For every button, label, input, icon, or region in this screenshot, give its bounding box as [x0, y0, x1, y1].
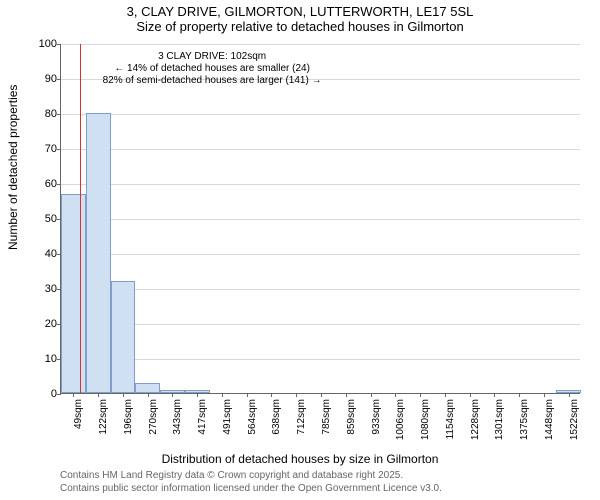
xtick-label: 785sqm [321, 399, 332, 435]
ytick-label: 10 [45, 353, 57, 365]
gridline [61, 114, 580, 115]
xtick-mark [172, 393, 173, 397]
xtick-label: 933sqm [371, 399, 382, 435]
ytick-label: 20 [45, 318, 57, 330]
xtick-label: 1228sqm [470, 399, 481, 440]
xtick-mark [346, 393, 347, 397]
ytick-label: 50 [45, 213, 57, 225]
xtick-mark [569, 393, 570, 397]
ytick-mark [57, 114, 61, 115]
xtick-mark [73, 393, 74, 397]
xtick-mark [271, 393, 272, 397]
ytick-mark [57, 79, 61, 80]
ytick-label: 40 [45, 248, 57, 260]
xtick-label: 270sqm [148, 399, 159, 435]
xtick-label: 1080sqm [420, 399, 431, 440]
subject-marker-line [80, 44, 81, 393]
xtick-mark [445, 393, 446, 397]
xtick-mark [420, 393, 421, 397]
xtick-label: 196sqm [123, 399, 134, 435]
ytick-label: 30 [45, 283, 57, 295]
gridline [61, 289, 580, 290]
xtick-mark [519, 393, 520, 397]
xtick-mark [98, 393, 99, 397]
ytick-label: 70 [45, 143, 57, 155]
xtick-label: 1301sqm [494, 399, 505, 440]
ytick-mark [57, 44, 61, 45]
histogram-bar [111, 281, 136, 393]
xtick-mark [222, 393, 223, 397]
xtick-label: 1448sqm [544, 399, 555, 440]
gridline [61, 44, 580, 45]
xtick-mark [395, 393, 396, 397]
xtick-label: 1006sqm [395, 399, 406, 440]
gridline [61, 359, 580, 360]
ytick-mark [57, 149, 61, 150]
ytick-label: 90 [45, 73, 57, 85]
histogram-bar [135, 383, 160, 394]
xtick-mark [371, 393, 372, 397]
chart-title-line2: Size of property relative to detached ho… [0, 19, 600, 34]
annotation-line: 82% of semi-detached houses are larger (… [103, 75, 322, 87]
histogram-bar [86, 113, 111, 393]
xtick-mark [148, 393, 149, 397]
ytick-label: 0 [51, 388, 57, 400]
x-axis-title: Distribution of detached houses by size … [0, 452, 600, 466]
footer-line1: Contains HM Land Registry data © Crown c… [60, 470, 442, 483]
xtick-mark [123, 393, 124, 397]
xtick-label: 1154sqm [445, 399, 456, 439]
xtick-label: 417sqm [197, 399, 208, 435]
xtick-mark [321, 393, 322, 397]
ytick-label: 80 [45, 108, 57, 120]
xtick-label: 122sqm [98, 399, 109, 435]
gridline [61, 254, 580, 255]
footer-attribution: Contains HM Land Registry data © Crown c… [60, 470, 442, 495]
chart-title-line1: 3, CLAY DRIVE, GILMORTON, LUTTERWORTH, L… [0, 4, 600, 19]
ytick-label: 100 [39, 38, 57, 50]
gridline [61, 184, 580, 185]
annotation-line: 3 CLAY DRIVE: 102sqm [103, 51, 322, 63]
xtick-label: 491sqm [222, 399, 233, 435]
y-axis-title: Number of detached properties [6, 85, 20, 250]
ytick-label: 60 [45, 178, 57, 190]
xtick-label: 859sqm [346, 399, 357, 435]
xtick-mark [197, 393, 198, 397]
xtick-mark [470, 393, 471, 397]
histogram-bar [61, 194, 86, 394]
xtick-label: 564sqm [247, 399, 258, 435]
xtick-label: 343sqm [172, 399, 183, 435]
xtick-mark [296, 393, 297, 397]
xtick-mark [544, 393, 545, 397]
ytick-mark [57, 394, 61, 395]
footer-line2: Contains public sector information licen… [60, 483, 442, 496]
xtick-mark [494, 393, 495, 397]
xtick-label: 1522sqm [569, 399, 580, 440]
xtick-label: 712sqm [296, 399, 307, 435]
ytick-mark [57, 184, 61, 185]
xtick-mark [247, 393, 248, 397]
gridline [61, 324, 580, 325]
xtick-label: 1375sqm [519, 399, 530, 440]
annotation-line: ← 14% of detached houses are smaller (24… [103, 63, 322, 75]
gridline [61, 219, 580, 220]
annotation-box: 3 CLAY DRIVE: 102sqm← 14% of detached ho… [103, 51, 322, 87]
plot-area: 010203040506070809010049sqm122sqm196sqm2… [60, 44, 580, 394]
xtick-label: 638sqm [271, 399, 282, 435]
chart-title-block: 3, CLAY DRIVE, GILMORTON, LUTTERWORTH, L… [0, 0, 600, 34]
xtick-label: 49sqm [73, 399, 84, 429]
gridline [61, 149, 580, 150]
